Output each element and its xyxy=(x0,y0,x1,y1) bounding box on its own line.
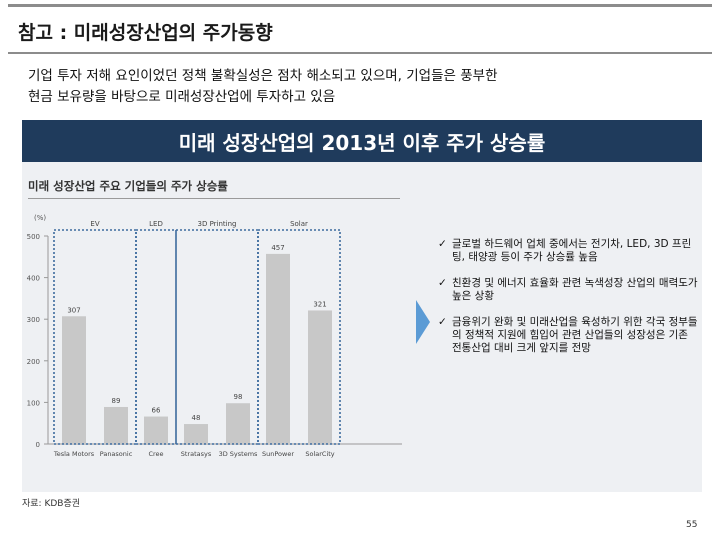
group-label: 3D Printing xyxy=(198,220,237,228)
x-tick-label: Stratasys xyxy=(181,450,212,458)
y-tick-label: 300 xyxy=(27,316,40,324)
bar xyxy=(226,403,250,444)
y-axis-unit: (%) xyxy=(34,214,46,222)
chart-title-rule xyxy=(28,198,400,199)
bullet-text: 금융위기 완화 및 미래산업을 육성하기 위한 각국 정부들의 정책적 지원에 … xyxy=(452,316,698,354)
x-tick-label: SolarCity xyxy=(305,450,334,458)
intro-line-2: 현금 보유량을 바탕으로 미래성장산업에 투자하고 있음 xyxy=(28,89,336,105)
bar xyxy=(184,424,208,444)
y-tick-label: 0 xyxy=(36,441,40,449)
group-label: LED xyxy=(149,220,163,228)
y-tick-label: 500 xyxy=(27,233,40,241)
x-tick-label: Cree xyxy=(148,450,163,458)
bar xyxy=(308,310,332,444)
bar-value-label: 66 xyxy=(152,407,161,415)
check-icon: ✓ xyxy=(438,277,447,289)
bar xyxy=(266,253,290,444)
page-number: 55 xyxy=(686,520,698,530)
bullet-list: ✓ 글로벌 하드웨어 업체 중에서는 전기차, LED, 3D 프린팅, 태양광 … xyxy=(438,238,700,368)
y-tick-label: 200 xyxy=(27,358,40,366)
bar xyxy=(144,416,168,444)
bar-chart: (%) 0 100 200 300 400 500 307 Tesla Motors 89 Pana… xyxy=(27,214,402,458)
bar-value-label: 98 xyxy=(234,393,243,401)
bullet-item: ✓ 친환경 및 에너지 효율화 관련 녹색성장 산업의 매력도가 높은 상황 xyxy=(438,277,700,303)
bullet-item: ✓ 글로벌 하드웨어 업체 중에서는 전기차, LED, 3D 프린팅, 태양광 … xyxy=(438,238,700,264)
arrow-right-icon xyxy=(416,300,430,344)
bullet-item: ✓ 금융위기 완화 및 미래산업을 육성하기 위한 각국 정부들의 정책적 지원에… xyxy=(438,316,700,355)
intro-text: 기업 투자 저해 요인이었던 정책 불확실성은 점차 해소되고 있으며, 기업들… xyxy=(28,66,708,108)
x-tick-label: SunPower xyxy=(262,450,294,458)
bar-value-label: 321 xyxy=(313,300,326,308)
chart-title: 미래 성장산업 주요 기업들의 주가 상승률 xyxy=(28,179,228,193)
bar-value-label: 48 xyxy=(192,414,201,422)
check-icon: ✓ xyxy=(438,316,447,328)
bar xyxy=(62,316,86,444)
bar-value-label: 307 xyxy=(67,306,80,314)
group-label: EV xyxy=(90,220,99,228)
title-top-rule xyxy=(8,4,712,7)
page-title: 참고 : 미래성장산업의 주가동향 xyxy=(18,22,273,44)
bar xyxy=(104,406,128,444)
source-note: 자료: KDB증권 xyxy=(22,499,81,509)
bar-value-label: 457 xyxy=(271,244,284,252)
bar-value-label: 89 xyxy=(112,397,121,405)
group-box xyxy=(135,229,177,445)
y-tick-label: 400 xyxy=(27,275,40,283)
title-bottom-rule xyxy=(8,52,712,54)
check-icon: ✓ xyxy=(438,238,447,250)
bullet-text: 친환경 및 에너지 효율화 관련 녹색성장 산업의 매력도가 높은 상황 xyxy=(452,277,698,302)
x-tick-label: Tesla Motors xyxy=(53,450,95,458)
chart-banner: 미래 성장산업의 2013년 이후 주가 상승률 xyxy=(22,120,702,162)
group-label: Solar xyxy=(290,220,308,228)
intro-line-1: 기업 투자 저해 요인이었던 정책 불확실성은 점차 해소되고 있으며, 기업들… xyxy=(28,68,498,84)
y-tick-label: 100 xyxy=(27,399,40,407)
x-tick-label: Panasonic xyxy=(100,450,133,458)
group-box xyxy=(257,229,341,445)
bullet-text: 글로벌 하드웨어 업체 중에서는 전기차, LED, 3D 프린팅, 태양광 등… xyxy=(452,238,692,263)
x-tick-label: 3D Systems xyxy=(219,450,258,458)
